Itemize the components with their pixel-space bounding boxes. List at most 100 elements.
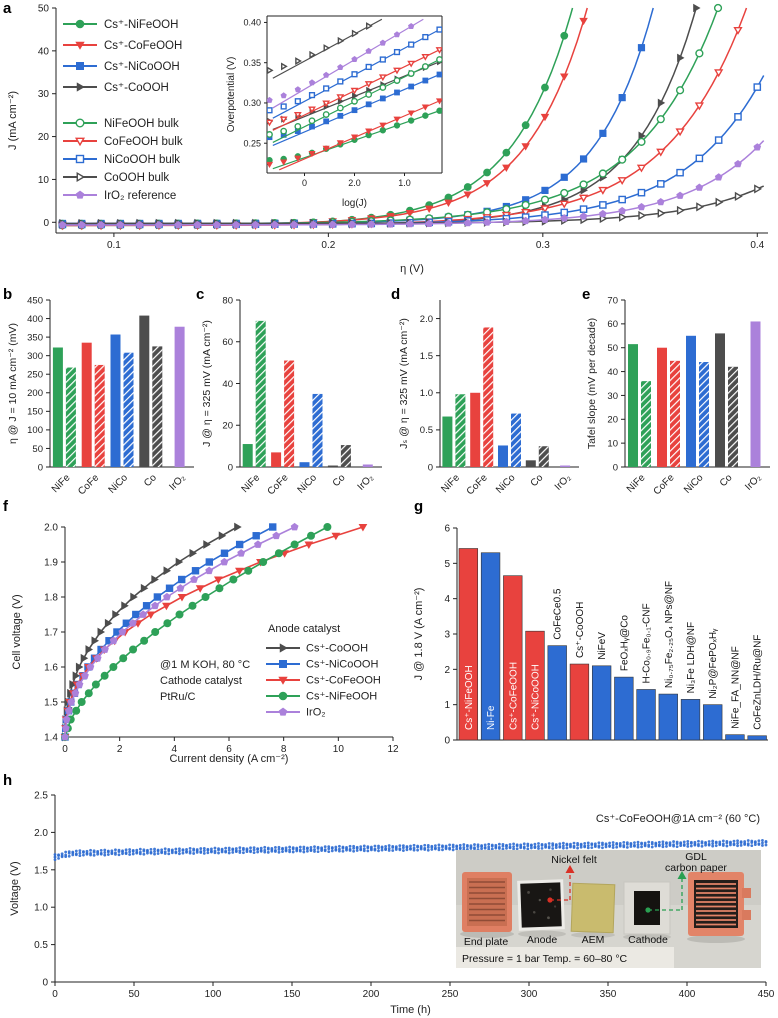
svg-text:CoFeCe0.5: CoFeCe0.5 xyxy=(553,588,564,640)
svg-text:Ni₃Fe LDH@NF: Ni₃Fe LDH@NF xyxy=(686,622,697,693)
svg-text:4: 4 xyxy=(172,744,178,755)
svg-text:0: 0 xyxy=(613,462,618,473)
svg-text:NiFe_FA_NN@NF: NiFe_FA_NN@NF xyxy=(730,646,741,728)
svg-text:20: 20 xyxy=(222,421,233,432)
panel-c-chart: 0 20 40 60 80 J @ η = 325 mV (mA cm⁻²) NiFe CoF… xyxy=(201,295,382,497)
svg-text:150: 150 xyxy=(284,989,301,1000)
svg-text:1.0: 1.0 xyxy=(398,178,411,188)
svg-text:J (mA cm⁻²): J (mA cm⁻²) xyxy=(7,91,19,150)
svg-text:NiFeOOH bulk: NiFeOOH bulk xyxy=(104,118,179,130)
svg-text:8: 8 xyxy=(281,744,287,755)
panel-b-chart: 0 50 100 150 200 250 300 350 400 450 η @ J = 10 mA… xyxy=(7,295,194,497)
svg-text:60: 60 xyxy=(607,319,618,330)
svg-text:Anode catalyst: Anode catalyst xyxy=(268,623,340,635)
svg-text:Cs⁺-NiCoOOH: Cs⁺-NiCoOOH xyxy=(531,664,542,730)
svg-text:Cs⁺-CoOOH: Cs⁺-CoOOH xyxy=(575,602,586,658)
panel-e-chart: 0 10 20 30 40 50 60 70 Tafel slope (mV per decad… xyxy=(586,295,770,497)
shadow xyxy=(687,935,745,943)
svg-text:NiCo: NiCo xyxy=(296,472,320,496)
panel-c-bars: NiFe CoFe NiCo Co IrO₂ xyxy=(240,320,376,497)
svg-text:Cs⁺-CoFeOOH: Cs⁺-CoFeOOH xyxy=(104,40,182,52)
gdl-label-line1: GDL xyxy=(685,851,707,863)
svg-text:1.8: 1.8 xyxy=(44,593,58,604)
svg-text:Cs⁺-CoFeOOH: Cs⁺-CoFeOOH xyxy=(306,675,381,687)
plate-fitting xyxy=(742,910,751,920)
svg-text:30: 30 xyxy=(607,391,618,402)
svg-text:1.5: 1.5 xyxy=(44,698,58,709)
svg-text:CoFeOOH bulk: CoFeOOH bulk xyxy=(104,136,183,148)
cathode-label: Cathode xyxy=(628,934,668,946)
svg-text:350: 350 xyxy=(27,332,43,343)
svg-text:CoFe: CoFe xyxy=(76,472,101,497)
svg-text:1: 1 xyxy=(444,700,450,711)
svg-text:40: 40 xyxy=(607,367,618,378)
panel-d-chart: 0 0.5 1.0 1.5 2.0 Jₛ @ η = 325 mV (mA cm⁻²) Ni… xyxy=(398,300,579,497)
svg-text:300: 300 xyxy=(27,351,43,362)
aem-membrane xyxy=(570,882,616,934)
inset-series-NiCoOOH bulk xyxy=(267,26,442,119)
plate-fitting xyxy=(742,888,751,898)
svg-text:NiFe: NiFe xyxy=(625,472,648,495)
svg-text:1.0: 1.0 xyxy=(34,903,48,914)
svg-text:2.0: 2.0 xyxy=(420,314,433,325)
svg-text:J @ η = 325 mV (mA cm⁻²): J @ η = 325 mV (mA cm⁻²) xyxy=(201,320,213,447)
svg-text:0: 0 xyxy=(62,744,68,755)
svg-text:20: 20 xyxy=(38,132,50,143)
svg-text:Cs⁺-NiCoOOH: Cs⁺-NiCoOOH xyxy=(306,659,378,671)
svg-text:0: 0 xyxy=(302,178,307,188)
svg-text:Cs⁺-CoFeOOH: Cs⁺-CoFeOOH xyxy=(508,662,519,730)
svg-text:Cs⁺-NiCoOOH: Cs⁺-NiCoOOH xyxy=(104,61,180,73)
svg-text:IrO₂: IrO₂ xyxy=(167,472,187,492)
nickel-felt-pointer xyxy=(547,865,575,903)
svg-text:Overpotential (V): Overpotential (V) xyxy=(226,57,237,133)
svg-text:1.0: 1.0 xyxy=(420,388,433,399)
end-plate-left xyxy=(462,872,512,932)
series-IrO₂ xyxy=(61,522,299,741)
svg-text:450: 450 xyxy=(758,989,775,1000)
svg-text:J @ 1.8 V (A cm⁻²): J @ 1.8 V (A cm⁻²) xyxy=(413,588,425,681)
panel-h-axes: 0 50 100 150 200 250 300 350 400 450 0 0.5 1.0 1.5 2.0… xyxy=(9,791,775,1017)
svg-text:IrO₂: IrO₂ xyxy=(356,472,376,492)
svg-text:NiFeV: NiFeV xyxy=(597,632,608,660)
svg-text:Tafel slope (mV per decade): Tafel slope (mV per decade) xyxy=(586,318,598,449)
panel-b-label: b xyxy=(3,286,13,303)
panel-e-label: e xyxy=(582,286,591,303)
svg-text:NiCo: NiCo xyxy=(494,472,518,496)
svg-text:Co: Co xyxy=(142,472,159,489)
conditions-label: Pressure = 1 bar Temp. = 60–80 °C xyxy=(462,953,628,965)
panel-a-label: a xyxy=(3,0,12,17)
svg-text:0.4: 0.4 xyxy=(750,240,764,251)
svg-text:0.3: 0.3 xyxy=(536,240,550,251)
arrow-up-icon xyxy=(677,871,687,879)
svg-text:0: 0 xyxy=(52,989,58,1000)
shadow xyxy=(623,933,671,941)
svg-text:0.25: 0.25 xyxy=(243,138,261,148)
svg-text:Co: Co xyxy=(718,472,735,489)
panel-f-legend: Anode catalyst Cs⁺-CoOOH Cs⁺-NiCoOOH Cs⁺-Co… xyxy=(266,623,381,719)
svg-text:200: 200 xyxy=(27,388,43,399)
panel-a-legend: Cs⁺-NiFeOOH Cs⁺-CoFeOOH Cs⁺-NiCoOOH Cs⁺-CoO… xyxy=(63,19,183,202)
svg-text:IrO₂: IrO₂ xyxy=(553,472,573,492)
cathode-electrode xyxy=(623,881,671,935)
svg-text:250: 250 xyxy=(442,989,459,1000)
svg-text:10: 10 xyxy=(38,175,50,186)
svg-text:400: 400 xyxy=(27,314,43,325)
series-IrO₂ reference xyxy=(58,140,765,229)
panel-f-label: f xyxy=(3,498,8,515)
svg-text:Time (h): Time (h) xyxy=(390,1004,431,1016)
svg-text:Cs⁺-NiFeOOH: Cs⁺-NiFeOOH xyxy=(464,665,475,730)
panel-f-axes: 0 2 4 6 8 10 12 1.4 1.5 1.6 1.7 1.8 1.9 2.0 Current de… xyxy=(11,523,399,766)
svg-text:100: 100 xyxy=(205,989,222,1000)
svg-text:Cs⁺-NiFeOOH: Cs⁺-NiFeOOH xyxy=(104,19,178,31)
svg-text:CoFe: CoFe xyxy=(652,472,677,497)
gdl-label-line2: carbon paper xyxy=(665,862,727,874)
svg-text:6: 6 xyxy=(444,524,450,535)
svg-text:CoFeZnLDH/Ru@NF: CoFeZnLDH/Ru@NF xyxy=(753,635,764,730)
svg-text:40: 40 xyxy=(222,379,233,390)
svg-text:Voltage (V): Voltage (V) xyxy=(9,861,21,915)
panel-d-bars: NiFe CoFe NiCo Co IrO₂ xyxy=(439,327,573,497)
panel-g-bars: Cs⁺-NiFeOOH Ni-Fe Cs⁺-CoFeOOH Cs⁺-NiCoOOH Co… xyxy=(458,548,767,741)
svg-text:NiCo: NiCo xyxy=(107,472,131,496)
svg-text:80: 80 xyxy=(222,295,233,306)
